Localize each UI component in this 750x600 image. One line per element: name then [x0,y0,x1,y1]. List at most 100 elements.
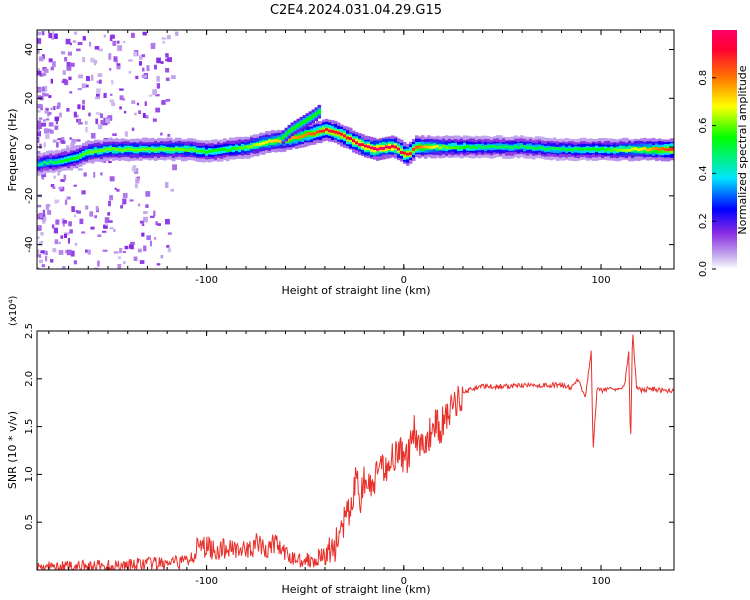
noise-speckle [66,107,70,112]
signal-cell [391,144,395,151]
noise-speckle [58,250,64,255]
noise-speckle [122,41,126,44]
signal-cell [328,129,332,133]
upper-branch-cell [317,109,322,114]
signal-cell [166,147,170,151]
noise-speckle [103,34,106,38]
signal-cell [523,145,527,149]
noise-speckle [62,78,67,84]
signal-cell [661,147,665,151]
noise-speckle [152,118,157,122]
noise-speckle [73,214,77,218]
signal-cell [634,147,638,151]
signal-cell [454,142,458,150]
noise-speckle [39,259,44,264]
noise-speckle [39,213,43,219]
noise-speckle [41,176,45,180]
signal-cell [37,163,41,167]
snr-y-axis-label: SNR (10 * v/v) [6,411,19,489]
noise-speckle [141,54,146,58]
noise-speckle [37,103,43,109]
signal-cell [403,151,407,155]
noise-speckle [41,122,47,127]
noise-speckle [142,112,146,118]
noise-speckle [48,95,52,99]
signal-cell [259,142,263,146]
noise-speckle [63,233,68,238]
noise-speckle [67,51,72,56]
noise-speckle [89,211,94,217]
noise-speckle [117,256,121,260]
noise-speckle [37,124,42,130]
upper-branch-cell [299,121,304,126]
signal-cell [85,151,89,155]
noise-speckle [68,221,72,227]
noise-speckle [116,65,120,70]
signal-cell [97,149,101,153]
signal-cell [529,146,533,149]
signal-cell [667,148,671,152]
noise-speckle [60,179,65,182]
noise-speckle [96,93,100,99]
signal-cell [526,146,530,150]
noise-speckle [94,46,100,50]
x-tick-label: -100 [195,275,218,286]
noise-speckle [111,80,114,85]
signal-cell [592,147,596,151]
signal-cell [241,146,245,150]
noise-speckle [41,92,46,97]
signal-cell [547,147,551,151]
noise-speckle [105,220,108,226]
noise-speckle [69,91,73,94]
noise-speckle [76,210,81,214]
signal-cell [295,136,299,140]
noise-speckle [81,105,85,110]
noise-speckle [142,31,147,36]
noise-speckle [64,250,69,254]
noise-speckle [42,250,47,255]
signal-cell [643,147,647,151]
signal-cell [154,148,158,152]
noise-speckle [170,188,175,192]
noise-speckle [75,210,79,213]
noise-speckle [96,88,101,95]
signal-cell [43,160,47,164]
noise-speckle [131,32,135,38]
signal-cell [160,147,164,151]
signal-cell [136,148,140,152]
noise-speckle [43,216,47,222]
signal-cell [589,147,593,151]
noise-speckle [135,183,138,189]
colorbar-label: Normalized spectral amplitude [736,65,749,234]
snr-y-ticks: 0.5 1.0 1.5 2.0 2.5 [24,323,674,530]
noise-speckle [97,234,102,238]
signal-cell [400,151,404,154]
noise-speckle [50,259,54,263]
signal-cell [415,145,419,149]
noise-speckle [95,112,101,115]
noise-speckle [48,111,52,116]
noise-speckle [46,108,49,111]
noise-speckle [64,199,68,205]
noise-speckle [123,251,126,254]
signal-cell [94,149,98,153]
upper-branch-cell [308,116,313,121]
signal-cell [118,147,122,151]
noise-speckle [156,76,160,82]
noise-speckle [143,245,147,252]
noise-speckle [69,137,72,140]
y-tick-label: -40 [24,236,35,252]
signal-cell [421,145,425,149]
signal-cell [88,150,92,154]
signal-cell [475,146,479,150]
signal-cell [586,147,590,151]
noise-speckle [161,37,167,40]
signal-cell [91,150,95,154]
x-tick-label: 100 [591,576,610,587]
noise-speckle [114,187,117,190]
signal-cell [121,148,125,152]
noise-speckle [44,128,49,134]
noise-speckle [135,75,139,80]
noise-speckle [131,100,136,105]
signal-cell [232,146,236,150]
